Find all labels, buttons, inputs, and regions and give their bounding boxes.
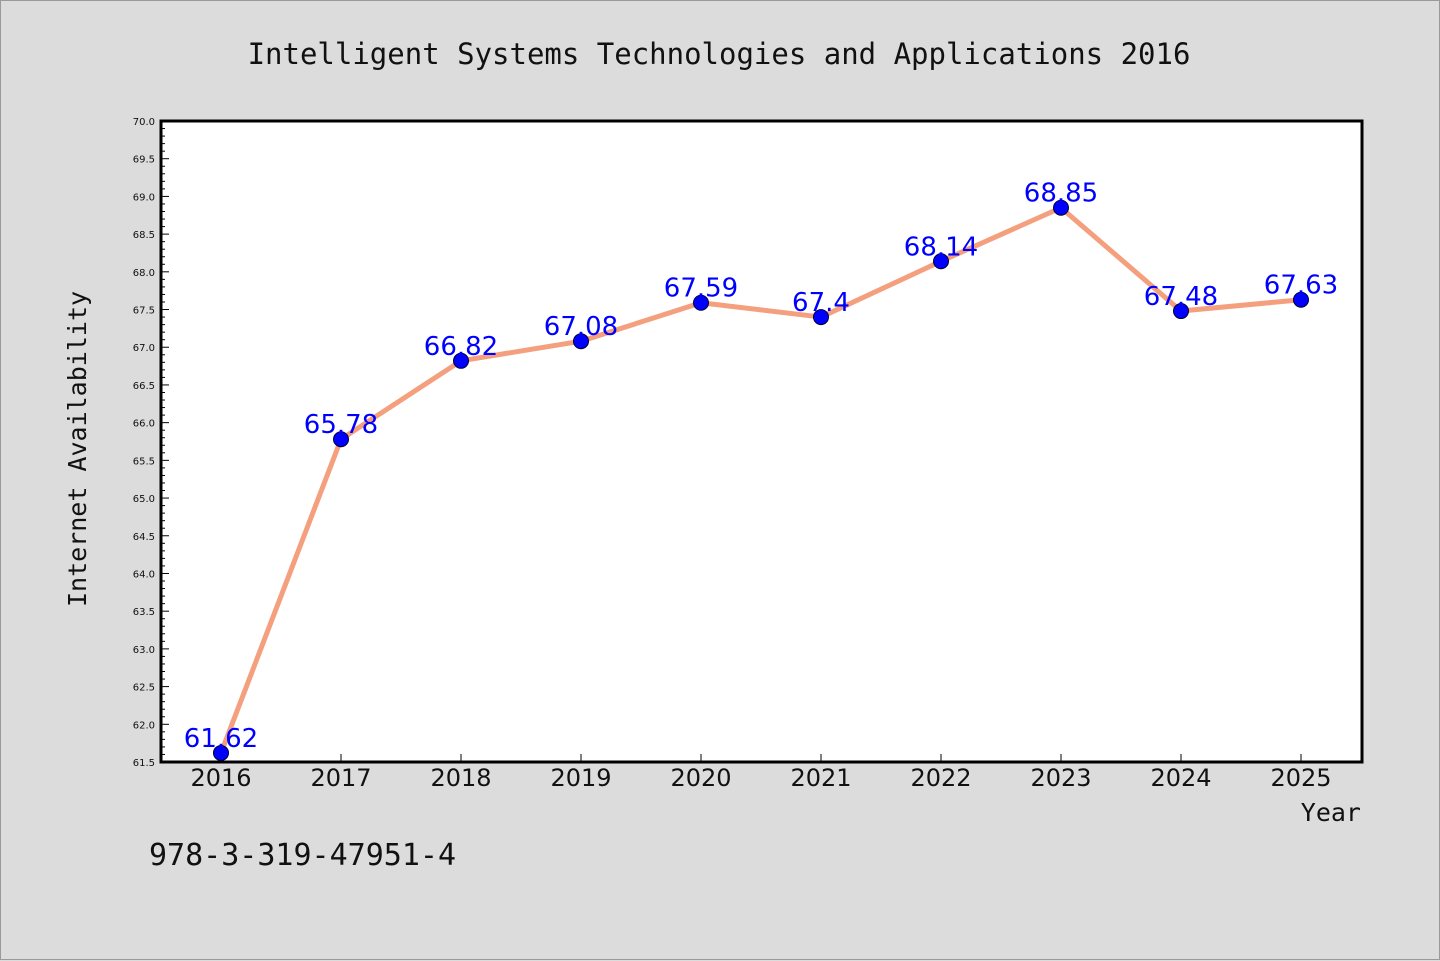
data-point-marker <box>333 431 349 448</box>
data-markers <box>213 199 1309 761</box>
isbn-footnote: 978-3-319-47951-4 <box>149 838 456 873</box>
data-point-marker <box>813 309 829 326</box>
data-point-marker <box>213 744 229 761</box>
y-tick-label: 67.5 <box>133 306 155 317</box>
x-axis-label: Year <box>1301 798 1361 827</box>
x-tick-label: 2016 <box>190 764 251 792</box>
y-tick-label: 67.0 <box>133 343 155 354</box>
data-label: 66.82 <box>424 332 498 362</box>
x-axis: 2016 2017 2018 2019 2020 2021 2022 2023 2024 2025 <box>190 754 1332 792</box>
y-axis: 61.5 62.0 62.5 63.0 63.5 64.0 64.5 65.0 65.5 66.0… <box>133 117 169 769</box>
data-label: 67.63 <box>1264 271 1338 301</box>
y-tick-label: 62.0 <box>133 720 155 731</box>
y-tick-label: 68.5 <box>133 230 155 241</box>
chart-title: Intelligent Systems Technologies and App… <box>248 37 1191 71</box>
series-line <box>218 205 1302 754</box>
data-point-marker <box>453 352 469 369</box>
data-point-marker <box>693 294 709 311</box>
data-label: 61.62 <box>184 724 258 754</box>
y-tick-label: 66.0 <box>133 419 155 430</box>
x-tick-label: 2018 <box>430 764 491 792</box>
y-tick-label: 62.5 <box>133 683 155 694</box>
data-label: 68.85 <box>1024 179 1098 209</box>
data-labels: 61.62 65.78 66.82 67.08 67.59 67.4 68.14 68.85 6… <box>184 179 1338 754</box>
data-point-marker <box>1173 303 1189 320</box>
y-tick-label: 65.5 <box>133 456 155 467</box>
data-label: 65.78 <box>304 410 378 440</box>
x-tick-label: 2024 <box>1150 764 1211 792</box>
x-tick-label: 2022 <box>910 764 971 792</box>
x-tick-label: 2021 <box>790 764 851 792</box>
data-label: 68.14 <box>904 232 978 262</box>
y-tick-label: 61.5 <box>133 758 155 769</box>
y-tick-label: 70.0 <box>133 117 155 128</box>
y-tick-label: 63.5 <box>133 607 155 618</box>
data-label: 67.08 <box>544 312 618 342</box>
y-tick-label: 63.0 <box>133 645 155 656</box>
plot-area <box>161 121 1362 762</box>
data-point-marker <box>1053 199 1069 216</box>
y-tick-label: 69.5 <box>133 155 155 166</box>
x-tick-label: 2019 <box>550 764 611 792</box>
y-tick-label: 64.0 <box>133 569 155 580</box>
x-tick-label: 2025 <box>1270 764 1331 792</box>
x-tick-label: 2023 <box>1030 764 1091 792</box>
data-point-marker <box>573 333 589 350</box>
x-tick-label: 2017 <box>310 764 371 792</box>
y-tick-label: 66.5 <box>133 381 155 392</box>
data-label: 67.48 <box>1144 282 1218 312</box>
y-tick-label: 65.0 <box>133 494 155 505</box>
data-point-marker <box>1293 291 1309 308</box>
y-tick-label: 64.5 <box>133 532 155 543</box>
y-tick-label: 68.0 <box>133 268 155 279</box>
x-tick-label: 2020 <box>670 764 731 792</box>
data-point-marker <box>933 253 949 270</box>
data-label: 67.4 <box>792 288 850 318</box>
y-axis-label: Internet Availability <box>63 291 92 607</box>
y-tick-label: 69.0 <box>133 192 155 203</box>
data-label: 67.59 <box>664 274 738 304</box>
plot-frame <box>159 119 1364 764</box>
